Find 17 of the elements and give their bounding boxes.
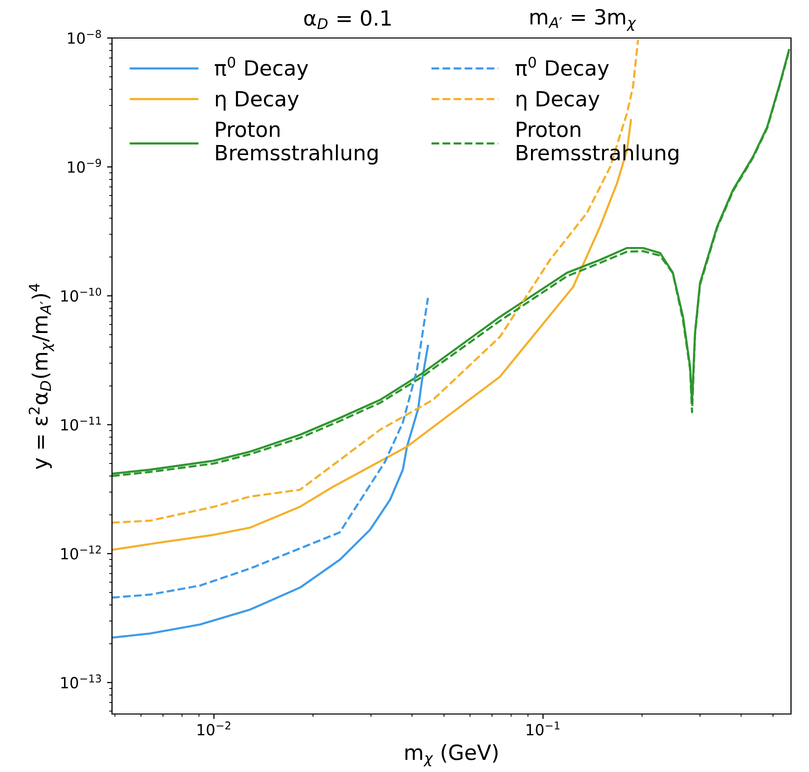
x-tick-label: 10$^{−2}$ bbox=[198, 721, 230, 736]
chart-subtitle: m$_{A′}$ = 3m$_{χ}$ bbox=[530, 8, 636, 31]
x-axis-title: m$_{χ}$ (GeV) bbox=[405, 744, 498, 766]
y-tick-label: 10$^{−10}$ bbox=[61, 288, 102, 302]
legend-label: Proton Bremsstrahlung bbox=[216, 122, 378, 165]
legend-label: η Decay bbox=[516, 91, 600, 111]
y-tick-label: 10$^{−8}$ bbox=[68, 30, 101, 44]
x-tick-label: 10$^{−1}$ bbox=[526, 722, 560, 736]
chart-title: α$_{D}$ = 0.1 bbox=[304, 10, 391, 30]
text: y = ε$^{2}$α$_{D}$(m$_{χ}$/m$_{A′}$)$^{4}$ bbox=[28, 284, 54, 470]
y-tick-label: 10$^{−9}$ bbox=[68, 158, 101, 173]
legend-label: π$^{0}$ Decay bbox=[516, 56, 609, 80]
y-tick-label: 10$^{−12}$ bbox=[61, 546, 101, 560]
legend-label: π$^{0}$ Decay bbox=[214, 56, 308, 80]
legend-label: η Decay bbox=[216, 91, 299, 111]
y-tick-label: 10$^{−11}$ bbox=[61, 416, 101, 431]
y-tick-label: 10$^{−13}$ bbox=[61, 674, 101, 688]
